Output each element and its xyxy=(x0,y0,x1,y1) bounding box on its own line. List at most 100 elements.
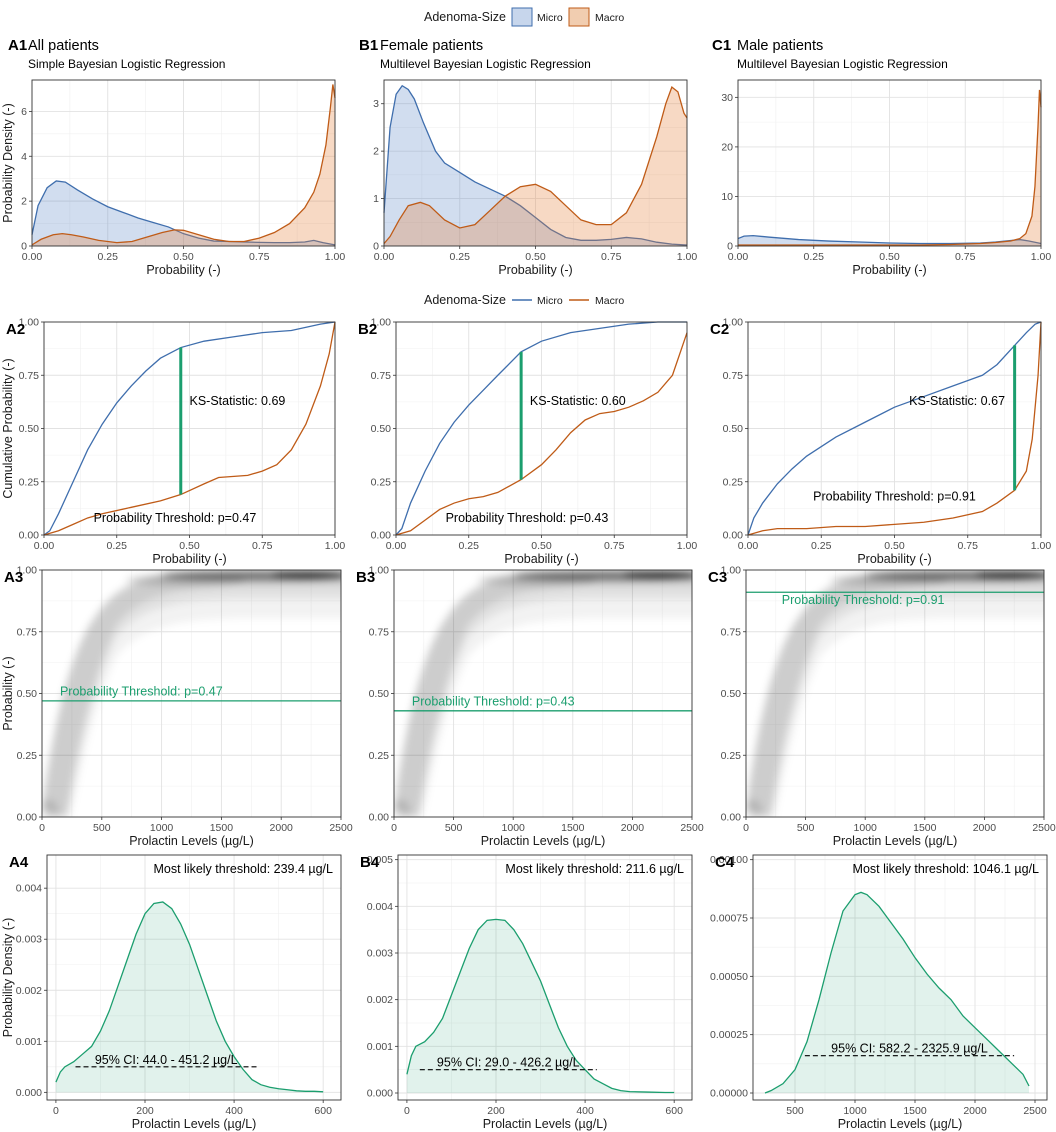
y-tick-label: 0.00 xyxy=(371,530,392,542)
panel-label: C3 xyxy=(708,569,727,586)
y-tick-label: 0.00000 xyxy=(710,1088,748,1100)
y-tick-label: 0.50 xyxy=(17,688,38,700)
legend-top-macro-label: Macro xyxy=(595,12,624,24)
y-tick-label: 0.75 xyxy=(19,370,40,382)
threshold-label: Probability Threshold: p=0.43 xyxy=(446,511,609,525)
panel-label: B3 xyxy=(356,569,375,586)
x-tick-label: 0.00 xyxy=(34,540,55,552)
x-tick-label: 200 xyxy=(487,1105,505,1117)
y-tick-label: 0.50 xyxy=(369,688,390,700)
density-low-blob xyxy=(394,799,410,817)
panel-background xyxy=(47,855,341,1100)
x-tick-label: 2500 xyxy=(1023,1105,1047,1117)
panel-b3: Probability Threshold: p=0.43 0 500 1000 150… xyxy=(356,565,704,849)
ci-label: 95% CI: 582.2 - 2325.9 µg/L xyxy=(831,1042,988,1056)
x-axis-title: Probability (-) xyxy=(152,552,226,566)
threshold-density-line xyxy=(55,901,324,1093)
density-heatmap xyxy=(746,570,1044,817)
panel-title: Male patients xyxy=(737,38,823,54)
x-tick-label: 2500 xyxy=(1032,822,1056,834)
x-tick-label: 0.25 xyxy=(450,251,471,263)
y-tick-label: 0.00 xyxy=(19,530,40,542)
panel-label: A4 xyxy=(9,854,29,871)
y-tick-label: 0.25 xyxy=(19,476,40,488)
x-tick-label: 0.50 xyxy=(879,251,900,263)
y-tick-label: 0 xyxy=(727,241,733,253)
density-ridge-peak xyxy=(272,570,341,578)
threshold-label: Probability Threshold: p=0.43 xyxy=(412,694,575,708)
ecdf-line-macro xyxy=(43,321,336,536)
threshold-density-area xyxy=(765,892,1029,1093)
threshold-density-area xyxy=(55,901,324,1093)
x-tick-label: 0.75 xyxy=(958,540,979,552)
x-tick-label: 2000 xyxy=(621,822,645,834)
x-tick-label: 400 xyxy=(225,1105,243,1117)
threshold-label: Probability Threshold: p=0.91 xyxy=(782,593,945,607)
x-axis-title: Prolactin Levels (µg/L) xyxy=(483,1117,608,1131)
panel-a3: Probability Threshold: p=0.47 0 500 1000 150… xyxy=(1,565,353,849)
x-tick-label: 400 xyxy=(576,1105,594,1117)
x-tick-label: 0.00 xyxy=(386,540,407,552)
threshold-label: Probability Threshold: p=0.47 xyxy=(94,511,257,525)
x-tick-label: 1500 xyxy=(210,822,234,834)
panel-label: B2 xyxy=(358,321,377,338)
x-tick-label: 0.75 xyxy=(604,540,625,552)
ecdf-line-micro xyxy=(43,321,336,536)
x-tick-label: 1.00 xyxy=(325,251,346,263)
y-tick-label: 1.00 xyxy=(371,317,392,329)
y-tick-label: 1 xyxy=(373,193,379,205)
legend-mid: Adenoma-Size Micro Macro xyxy=(424,293,624,307)
density-ridge-peak xyxy=(975,570,1044,578)
x-tick-label: 0.25 xyxy=(98,251,119,263)
y-tick-label: 0.005 xyxy=(367,854,393,866)
x-tick-label: 0.25 xyxy=(459,540,480,552)
x-tick-label: 0 xyxy=(39,822,45,834)
x-tick-label: 600 xyxy=(314,1105,332,1117)
x-tick-label: 1.00 xyxy=(1031,251,1052,263)
y-tick-label: 0.75 xyxy=(371,370,392,382)
y-tick-label: 1.00 xyxy=(19,317,40,329)
x-tick-label: 1500 xyxy=(903,1105,927,1117)
y-tick-label: 10 xyxy=(721,191,733,203)
ecdf-line-macro xyxy=(747,321,1042,536)
y-tick-label: 3 xyxy=(373,98,379,110)
y-axis-title: Probability (-) xyxy=(1,656,15,730)
ecdf-line-micro xyxy=(395,321,687,536)
legend-top-title: Adenoma-Size xyxy=(424,10,506,24)
legend-mid-title: Adenoma-Size xyxy=(424,293,506,307)
x-tick-label: 0.50 xyxy=(179,540,200,552)
density-area-macro xyxy=(32,84,335,247)
y-tick-label: 0.00100 xyxy=(710,854,748,866)
x-tick-label: 0 xyxy=(743,822,749,834)
panel-label: C2 xyxy=(710,321,729,338)
y-tick-label: 4 xyxy=(21,151,27,163)
y-tick-label: 0 xyxy=(373,241,379,253)
panel-a1: 0.00 0.25 0.50 0.75 1.00 0 2 4 6 Probability (-) P… xyxy=(1,37,345,277)
density-heatmap-blur xyxy=(746,570,1044,817)
y-tick-label: 0.002 xyxy=(16,985,42,997)
threshold-label: Probability Threshold: p=0.47 xyxy=(60,685,223,699)
y-tick-label: 0.00 xyxy=(723,530,744,542)
x-tick-label: 1000 xyxy=(150,822,174,834)
legend-top-macro-key xyxy=(568,7,590,27)
y-tick-label: 0.00025 xyxy=(710,1029,748,1041)
panel-c3: Probability Threshold: p=0.91 0 500 1000 150… xyxy=(708,565,1056,849)
ecdf-line-macro xyxy=(395,332,688,536)
y-tick-label: 0.75 xyxy=(723,370,744,382)
panel-title: All patients xyxy=(28,38,99,54)
x-tick-label: 500 xyxy=(797,822,815,834)
y-tick-label: 2 xyxy=(21,196,27,208)
x-axis-title: Prolactin Levels (µg/L) xyxy=(132,1117,257,1131)
ks-statistic-label: KS-Statistic: 0.69 xyxy=(190,394,286,408)
density-low-blob xyxy=(746,799,762,817)
y-tick-label: 0.25 xyxy=(369,750,390,762)
x-axis-title: Prolactin Levels (µg/L) xyxy=(833,834,958,848)
x-axis-title: Probability (-) xyxy=(146,263,220,277)
density-heatmap xyxy=(394,570,692,817)
density-heatmap xyxy=(42,570,341,817)
x-tick-label: 0 xyxy=(404,1105,410,1117)
legend-mid-micro-label: Micro xyxy=(537,295,563,307)
y-tick-label: 0.25 xyxy=(721,750,742,762)
density-band-mid xyxy=(42,571,341,817)
panel-label: A3 xyxy=(4,569,23,586)
